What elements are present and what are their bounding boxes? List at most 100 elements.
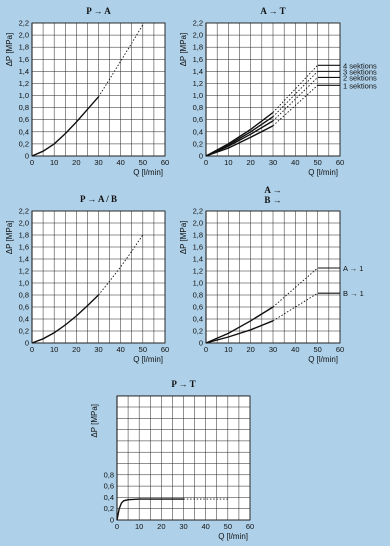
chart-title: A → [264, 185, 281, 195]
x-axis-label: Q [l/min] [133, 168, 163, 177]
y-tick-label: 0,6 [193, 115, 203, 124]
y-tick-label: 0,8 [19, 103, 29, 112]
x-tick-label: 60 [161, 345, 169, 354]
plot-border [205, 22, 341, 157]
series-line [31, 294, 99, 344]
y-tick-label: 0 [25, 152, 29, 161]
chart-title: P → T [171, 379, 195, 389]
x-axis-label: Q [l/min] [308, 355, 338, 364]
x-tick-label: 10 [50, 158, 58, 167]
x-tick-label: 10 [224, 158, 232, 167]
series-line [205, 306, 274, 344]
x-tick-label: 20 [246, 158, 254, 167]
y-axis-label: ΔP [MPa] [90, 404, 99, 438]
x-tick-label: 0 [30, 158, 34, 167]
x-tick-label: 60 [336, 345, 344, 354]
y-tick-label: 0 [110, 516, 114, 525]
x-tick-label: 30 [179, 522, 187, 531]
y-tick-label: 1,2 [19, 267, 29, 276]
y-tick-label: 0,4 [104, 493, 114, 502]
y-tick-label: 1,6 [19, 55, 29, 64]
series-legend-label: 3 sektions [343, 67, 377, 76]
plot-border [31, 210, 166, 344]
y-tick-label: 0,8 [104, 470, 114, 479]
y-tick-label: 2,0 [19, 219, 29, 228]
y-axis-label: ΔP [MPa] [5, 221, 14, 255]
series-legend-label: A → 1 [343, 264, 363, 273]
y-tick-label: 1,6 [19, 243, 29, 252]
y-tick-label: 2,2 [193, 19, 203, 28]
y-tick-label: 0,6 [19, 303, 29, 312]
x-tick-label: 30 [94, 158, 102, 167]
y-tick-label: 1,8 [193, 43, 203, 52]
chart-title: P → A / B [80, 194, 117, 204]
y-tick-label: 0,8 [193, 103, 203, 112]
y-tick-label: 2,0 [193, 31, 203, 40]
x-tick-label: 50 [139, 345, 147, 354]
y-tick-label: 0,4 [193, 127, 203, 136]
x-tick-label: 40 [291, 158, 299, 167]
plot-border [116, 395, 251, 521]
x-tick-label: 50 [313, 158, 321, 167]
series-legend-label: 2 sektions [343, 73, 377, 82]
y-tick-label: 0,2 [193, 139, 203, 148]
chart-subtitle: B → [264, 195, 281, 205]
series-line [205, 120, 274, 157]
x-tick-label: 40 [201, 522, 209, 531]
chart-panel-1: P → A 0 10 20 30 40 50 60 0 0,2 0,4 0,6 0,8 1,0 1,2 1,4… [5, 6, 169, 177]
x-tick-label: 30 [269, 345, 277, 354]
y-tick-label: 2,0 [193, 219, 203, 228]
x-axis-label: Q [l/min] [308, 168, 338, 177]
y-tick-label: 0,2 [19, 139, 29, 148]
x-tick-label: 20 [72, 345, 80, 354]
series-extension-dotted [272, 292, 318, 322]
series-line [98, 24, 144, 98]
x-tick-label: 50 [224, 522, 232, 531]
series-extension-dotted [272, 77, 318, 122]
y-tick-label: 1,0 [19, 91, 29, 100]
y-tick-label: 0,8 [19, 291, 29, 300]
plot-border [205, 210, 341, 344]
y-tick-label: 0,6 [104, 482, 114, 491]
y-tick-label: 1,4 [19, 255, 29, 264]
chart-panel-2: A → T 0 10 20 30 40 50 60 0 0,2 0,4 0,6 0,8 1,0 1,2 1,4… [179, 6, 377, 177]
x-tick-label: 0 [204, 158, 208, 167]
series-extension-dotted [272, 84, 318, 127]
y-tick-label: 0,4 [193, 315, 203, 324]
y-tick-label: 0 [199, 152, 203, 161]
y-tick-label: 1,0 [193, 279, 203, 288]
y-tick-label: 0 [25, 339, 29, 348]
y-tick-label: 0,6 [193, 303, 203, 312]
x-axis-label: Q [l/min] [133, 355, 163, 364]
y-tick-label: 2,2 [19, 207, 29, 216]
x-tick-label: 30 [94, 345, 102, 354]
y-tick-label: 0,2 [19, 327, 29, 336]
x-tick-label: 10 [224, 345, 232, 354]
y-tick-label: 0 [199, 339, 203, 348]
y-tick-label: 1,4 [193, 67, 203, 76]
y-tick-label: 1,4 [193, 255, 203, 264]
y-axis-label: ΔP [MPa] [179, 33, 188, 67]
series-extension-dotted [272, 65, 318, 113]
y-tick-label: 1,8 [19, 43, 29, 52]
chart-title: P → A [86, 6, 111, 16]
series-line [116, 498, 184, 521]
y-tick-label: 1,8 [193, 231, 203, 240]
y-tick-label: 0,8 [193, 291, 203, 300]
y-tick-label: 0,6 [19, 115, 29, 124]
y-tick-label: 1,0 [193, 91, 203, 100]
y-tick-label: 2,2 [193, 207, 203, 216]
y-tick-label: 1,6 [193, 243, 203, 252]
y-tick-label: 0,2 [193, 327, 203, 336]
y-tick-label: 1,8 [19, 231, 29, 240]
y-tick-label: 2,2 [19, 19, 29, 28]
x-tick-label: 60 [161, 158, 169, 167]
series-legend-label: 4 sektions [343, 61, 377, 70]
x-tick-label: 60 [336, 158, 344, 167]
series-line [205, 125, 274, 157]
series-legend-label: B → 1 [343, 289, 364, 298]
x-tick-label: 20 [72, 158, 80, 167]
